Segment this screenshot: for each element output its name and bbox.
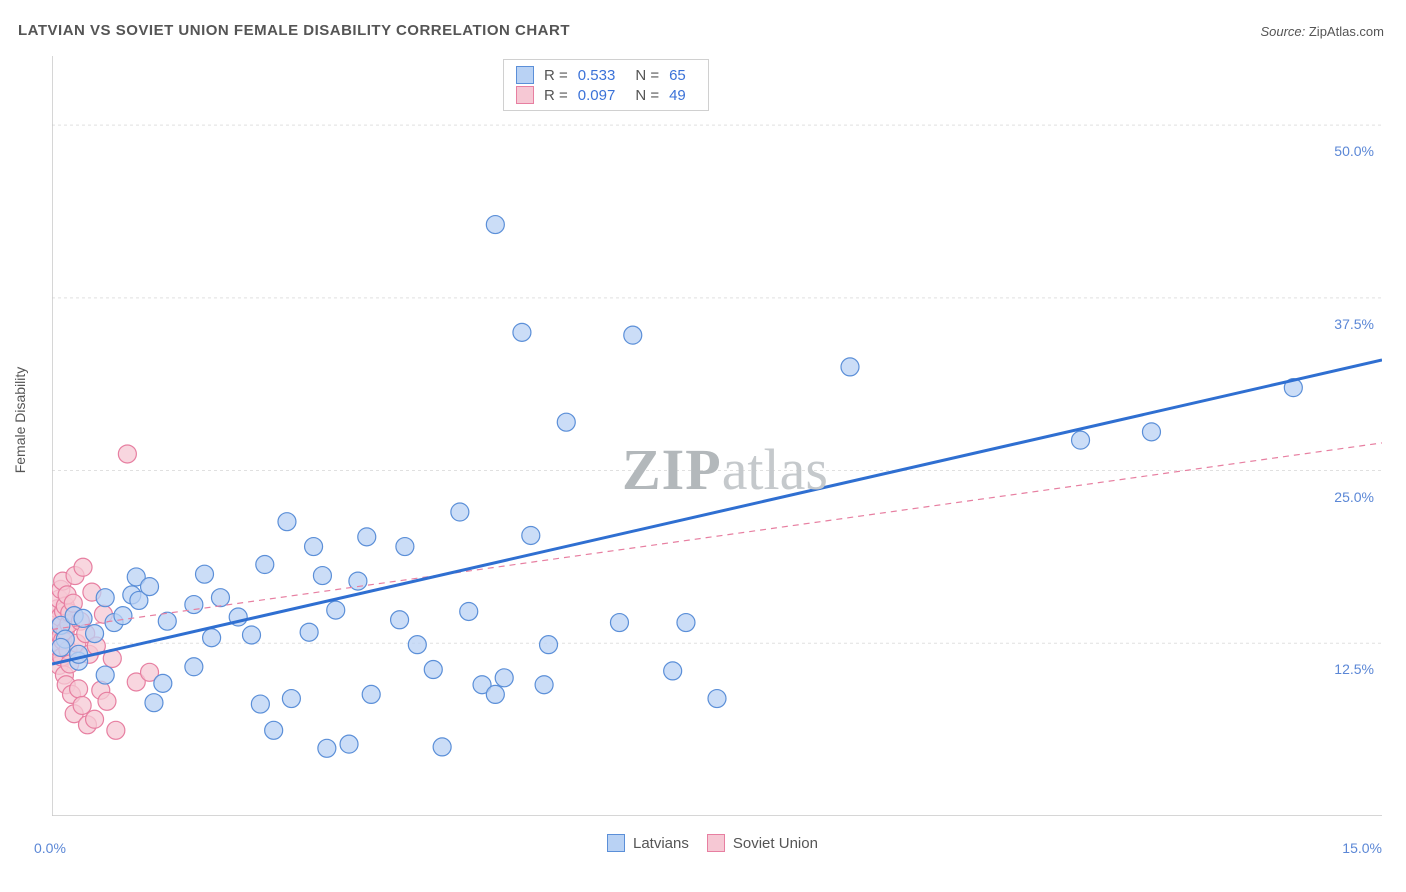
plot-area: R =0.533N =65R =0.097N =49 ZIPatlas 12.5… [52,56,1382,816]
stat-r-label: R = [544,87,568,104]
stat-n-value: 65 [669,67,686,84]
source-name: ZipAtlas.com [1309,24,1384,39]
legend-item: Soviet Union [707,834,818,852]
legend-swatch [607,834,625,852]
stat-r-label: R = [544,67,568,84]
stat-n-label: N = [635,67,659,84]
stat-n-label: N = [635,87,659,104]
legend-swatch [707,834,725,852]
y-tick-label: 12.5% [1334,661,1374,677]
legend-label: Soviet Union [733,835,818,852]
series-swatch [516,86,534,104]
correlation-stat-box: R = 0.533 N = 65 R = 0.097 N = 49 [503,59,709,111]
stat-n-value: 49 [669,87,686,104]
legend-bottom: Latvians Soviet Union [607,834,818,852]
legend-label: Latvians [633,835,689,852]
y-tick-label: 25.0% [1334,489,1374,505]
source-credit: Source: ZipAtlas.com [1260,24,1384,39]
chart-title: LATVIAN VS SOVIET UNION FEMALE DISABILIT… [18,22,570,39]
x-max-label: 15.0% [1342,840,1382,856]
y-tick-label: 50.0% [1334,143,1374,159]
series-swatch [516,66,534,84]
legend-item: Latvians [607,834,689,852]
stat-r-value: 0.097 [578,87,616,104]
y-axis-label: Female Disability [12,367,28,474]
stat-row: R = 0.097 N = 49 [516,86,696,104]
y-tick-label: 37.5% [1334,316,1374,332]
stat-row: R = 0.533 N = 65 [516,66,696,84]
stat-r-value: 0.533 [578,67,616,84]
x-min-label: 0.0% [34,840,66,856]
chart-svg [52,56,1382,816]
source-prefix: Source: [1260,24,1308,39]
